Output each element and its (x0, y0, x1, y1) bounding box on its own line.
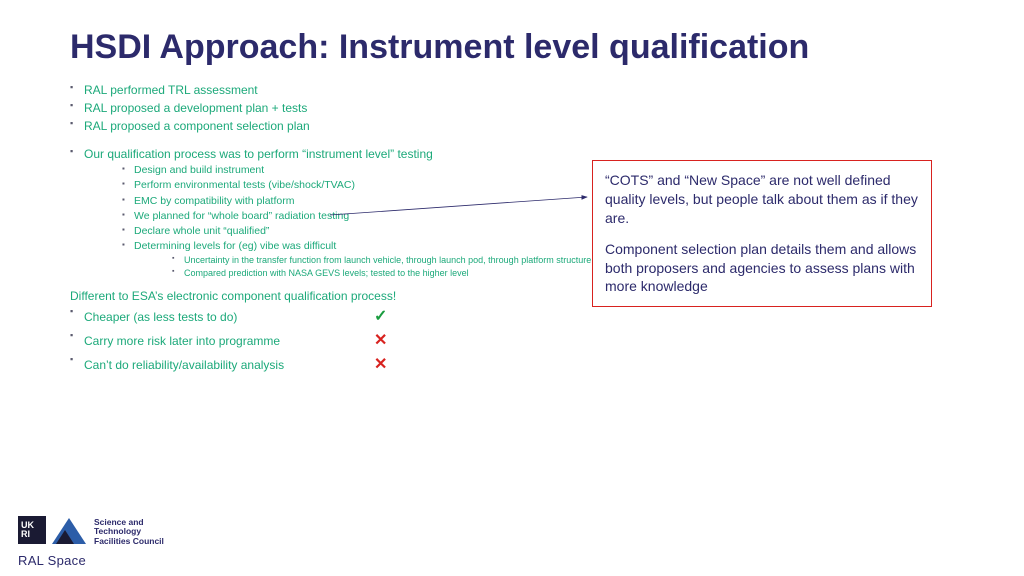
compare-item: Can’t do reliability/availability analys… (70, 353, 954, 377)
compare-list: Cheaper (as less tests to do) ✓ Carry mo… (70, 305, 954, 377)
callout-paragraph: Component selection plan details them an… (605, 240, 919, 297)
sub-bullet-text: Determining levels for (eg) vibe was dif… (134, 240, 336, 252)
compare-item: Carry more risk later into programme ✕ (70, 329, 954, 353)
callout-paragraph: “COTS” and “New Space” are not well defi… (605, 171, 919, 228)
compare-text: Cheaper (as less tests to do) (84, 308, 364, 326)
bullet-item: RAL performed TRL assessment (70, 81, 954, 99)
ukri-logo: UK RI (18, 516, 46, 544)
bullet-item: RAL proposed a development plan + tests (70, 99, 954, 117)
ukri-bottom: RI (21, 530, 43, 539)
compare-text: Carry more risk later into programme (84, 332, 364, 350)
bullet-item: RAL proposed a component selection plan (70, 117, 954, 135)
cross-icon: ✕ (374, 329, 387, 353)
check-icon: ✓ (374, 305, 387, 329)
bullet-text: Our qualification process was to perform… (84, 147, 433, 161)
stfc-label: Science and Technology Facilities Counci… (94, 518, 164, 547)
slide: HSDI Approach: Instrument level qualific… (0, 0, 1024, 576)
stfc-line: Facilities Council (94, 537, 164, 547)
slide-title: HSDI Approach: Instrument level qualific… (70, 28, 954, 67)
triangle-logo-icon (52, 516, 86, 544)
compare-item: Cheaper (as less tests to do) ✓ (70, 305, 954, 329)
cross-icon: ✕ (374, 353, 387, 377)
compare-text: Can’t do reliability/availability analys… (84, 356, 364, 374)
ral-space-label: RAL Space (18, 553, 164, 568)
top-bullet-list: RAL performed TRL assessment RAL propose… (70, 81, 954, 135)
callout-box: “COTS” and “New Space” are not well defi… (592, 160, 932, 307)
footer-top-row: UK RI Science and Technology Facilities … (18, 516, 164, 547)
footer-logo-block: UK RI Science and Technology Facilities … (18, 516, 164, 568)
